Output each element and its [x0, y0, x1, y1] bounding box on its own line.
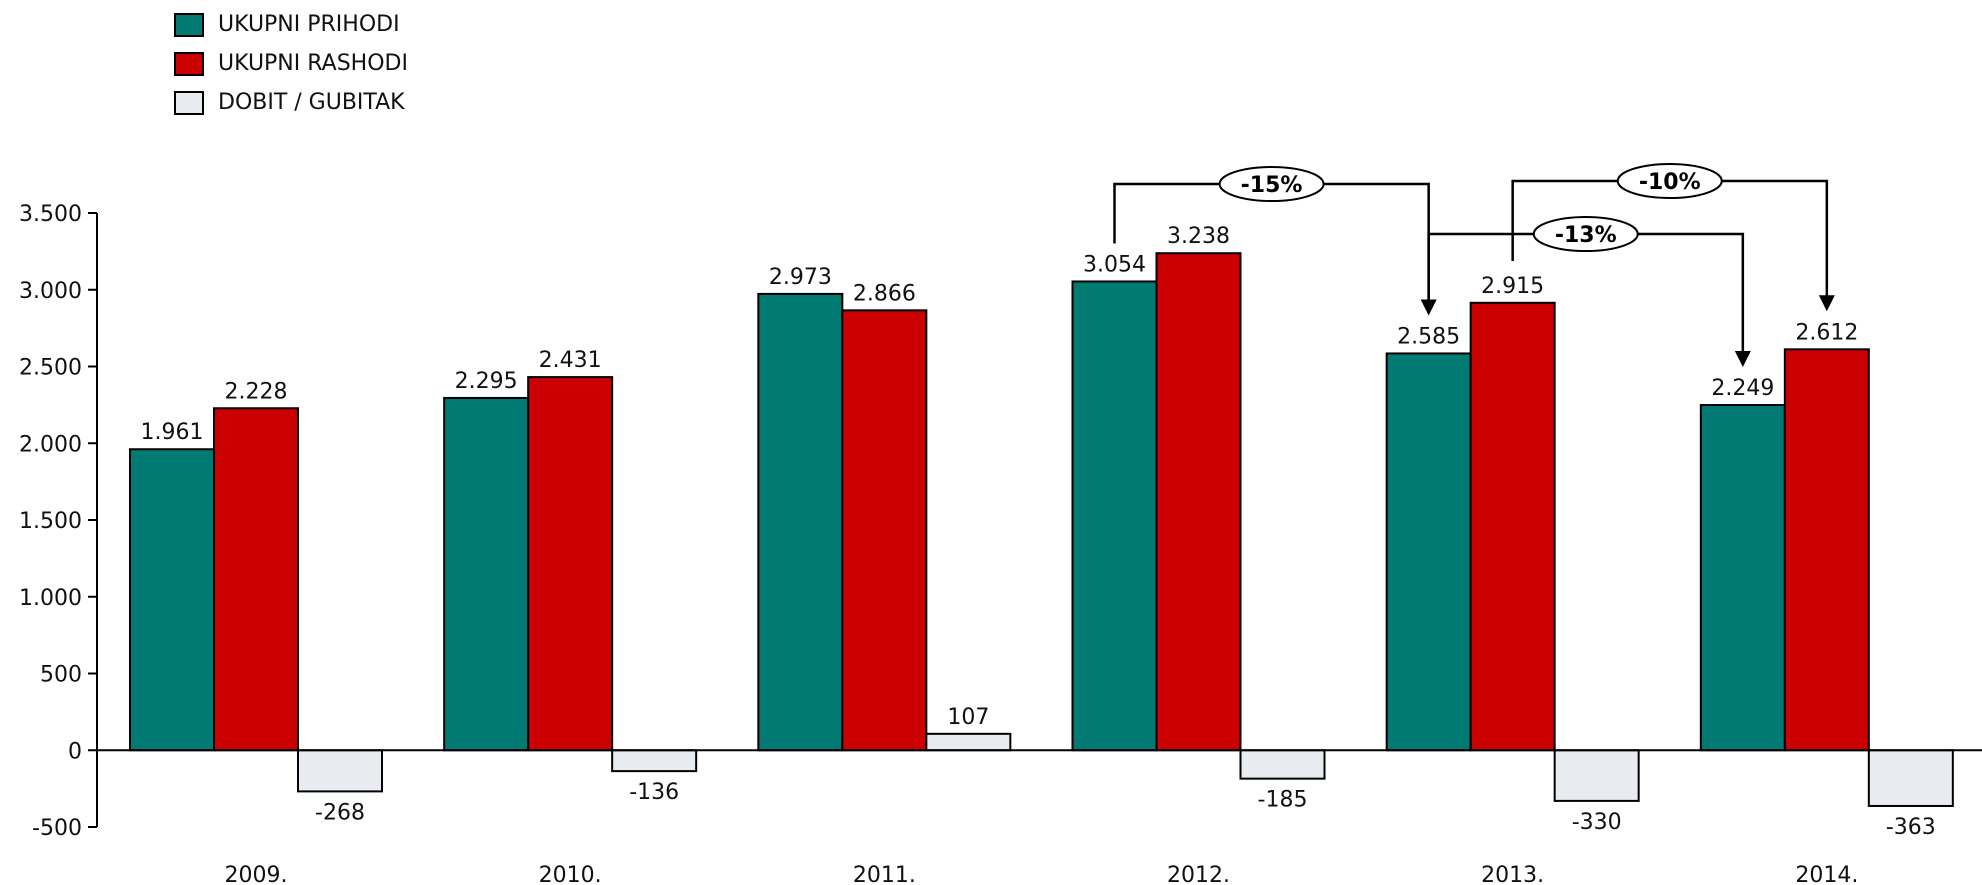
x-tick-label: 2009. [225, 863, 288, 885]
data-label: -363 [1886, 815, 1936, 840]
legend-swatch-prihodi [174, 13, 204, 37]
annotation-label: -15% [1241, 173, 1303, 198]
bar-1-2010 [443, 396, 530, 752]
bar-1-2011 [757, 292, 844, 752]
annotation-badge [1218, 166, 1325, 202]
x-tick-label: 2012. [1167, 863, 1230, 885]
y-tick-label: 2.000 [19, 432, 82, 457]
x-tick-label: 2013. [1481, 863, 1544, 885]
bar-1-2012 [1071, 280, 1158, 752]
y-tick-label: 3.500 [19, 202, 82, 227]
bar-2-2009 [213, 407, 299, 752]
y-tick-label: 1.500 [19, 509, 82, 534]
data-label: -185 [1258, 788, 1308, 813]
bar-1-2014 [1699, 404, 1786, 752]
data-label: 2.585 [1397, 324, 1460, 349]
bar-2-2014 [1783, 348, 1870, 752]
bar-2-2010 [527, 376, 614, 752]
legend-label-dobit: DOBIT / GUBITAK [218, 90, 405, 115]
bar-1-2013 [1385, 352, 1472, 752]
data-label: 2.866 [853, 281, 916, 306]
bar-3-2014 [1867, 749, 1954, 807]
data-label: 2.249 [1711, 376, 1774, 401]
legend-swatch-rashodi [174, 52, 204, 76]
annotation-badge [1616, 163, 1723, 199]
bar-3-2009 [297, 749, 383, 793]
data-label: -268 [315, 800, 365, 825]
y-tick-label: 1.000 [19, 586, 82, 611]
annotation-label: -13% [1555, 223, 1617, 248]
bar-3-2013 [1553, 749, 1640, 802]
y-tick-label: -500 [32, 816, 82, 841]
annotation-arrow [1818, 295, 1835, 312]
annotation-label: -10% [1639, 170, 1701, 195]
data-label: 2.612 [1795, 320, 1858, 345]
x-tick-label: 2014. [1795, 863, 1858, 885]
bar-3-2011 [925, 732, 1012, 752]
data-label: 3.238 [1167, 224, 1230, 249]
bar-2-2013 [1469, 301, 1556, 752]
x-tick-label: 2011. [853, 863, 916, 885]
data-label: 2.973 [769, 265, 832, 290]
data-label: 2.431 [539, 348, 602, 373]
bar-1-2009 [129, 448, 215, 752]
data-label: 2.915 [1481, 274, 1544, 299]
y-tick-label: 3.000 [19, 279, 82, 304]
x-tick-label: 2010. [539, 863, 602, 885]
legend-label-prihodi: UKUPNI PRIHODI [218, 12, 400, 37]
data-label: -136 [629, 780, 679, 805]
bar-3-2012 [1239, 749, 1326, 780]
y-tick-label: 500 [40, 663, 82, 688]
annotation-arrow [1734, 351, 1751, 368]
bar-2-2011 [841, 309, 928, 752]
y-tick-label: 2.500 [19, 356, 82, 381]
legend-swatch-dobit [174, 91, 204, 115]
bar-3-2010 [611, 749, 698, 773]
data-label: 3.054 [1083, 252, 1146, 277]
y-tick-label: 0 [68, 739, 82, 764]
annotation-badge [1532, 216, 1639, 252]
data-label: 1.961 [141, 420, 204, 445]
legend-label-rashodi: UKUPNI RASHODI [218, 51, 408, 76]
data-label: 107 [947, 705, 989, 730]
data-label: 2.228 [225, 379, 288, 404]
bar-2-2012 [1155, 252, 1242, 752]
data-label: -330 [1572, 810, 1622, 835]
data-label: 2.295 [455, 369, 518, 394]
